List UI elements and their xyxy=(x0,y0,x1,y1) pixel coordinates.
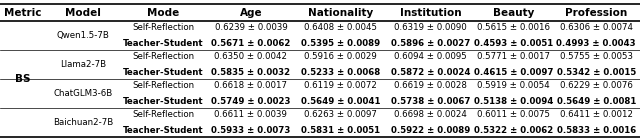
Text: 0.6229 ± 0.0076: 0.6229 ± 0.0076 xyxy=(560,81,633,90)
Text: Teacher-Student: Teacher-Student xyxy=(123,68,204,77)
Text: Llama2-7B: Llama2-7B xyxy=(60,60,106,69)
Text: 0.5749 ± 0.0023: 0.5749 ± 0.0023 xyxy=(211,97,291,106)
Text: 0.5322 ± 0.0062: 0.5322 ± 0.0062 xyxy=(474,126,553,135)
Text: 0.6619 ± 0.0028: 0.6619 ± 0.0028 xyxy=(394,81,467,90)
Text: 0.6408 ± 0.0045: 0.6408 ± 0.0045 xyxy=(304,24,377,32)
Text: 0.5916 ± 0.0029: 0.5916 ± 0.0029 xyxy=(305,52,377,61)
Text: Qwen1.5-7B: Qwen1.5-7B xyxy=(56,32,109,40)
Text: 0.5342 ± 0.0015: 0.5342 ± 0.0015 xyxy=(557,68,636,77)
Text: 0.5395 ± 0.0089: 0.5395 ± 0.0089 xyxy=(301,39,380,48)
Text: Self-Reflection: Self-Reflection xyxy=(132,81,195,90)
Text: ChatGLM3-6B: ChatGLM3-6B xyxy=(53,89,113,98)
Text: 0.5922 ± 0.0089: 0.5922 ± 0.0089 xyxy=(391,126,470,135)
Text: 0.5755 ± 0.0053: 0.5755 ± 0.0053 xyxy=(560,52,633,61)
Text: Baichuan2-7B: Baichuan2-7B xyxy=(52,118,113,127)
Text: 0.4993 ± 0.0043: 0.4993 ± 0.0043 xyxy=(556,39,636,48)
Text: 0.5896 ± 0.0027: 0.5896 ± 0.0027 xyxy=(391,39,470,48)
Text: 0.5933 ± 0.0073: 0.5933 ± 0.0073 xyxy=(211,126,291,135)
Text: 0.6011 ± 0.0075: 0.6011 ± 0.0075 xyxy=(477,110,550,119)
Text: 0.5833 ± 0.0016: 0.5833 ± 0.0016 xyxy=(557,126,636,135)
Text: 0.6411 ± 0.0012: 0.6411 ± 0.0012 xyxy=(560,110,633,119)
Text: Self-Reflection: Self-Reflection xyxy=(132,52,195,61)
Text: 0.6263 ± 0.0097: 0.6263 ± 0.0097 xyxy=(304,110,377,119)
Text: 0.5649 ± 0.0041: 0.5649 ± 0.0041 xyxy=(301,97,380,106)
Text: Age: Age xyxy=(239,8,262,18)
Text: Self-Reflection: Self-Reflection xyxy=(132,24,195,32)
Text: 0.5233 ± 0.0068: 0.5233 ± 0.0068 xyxy=(301,68,380,77)
Text: Beauty: Beauty xyxy=(493,8,534,18)
Text: 0.6350 ± 0.0042: 0.6350 ± 0.0042 xyxy=(214,52,287,61)
Text: 0.5738 ± 0.0067: 0.5738 ± 0.0067 xyxy=(391,97,470,106)
Text: 0.6611 ± 0.0039: 0.6611 ± 0.0039 xyxy=(214,110,287,119)
Text: 0.6306 ± 0.0074: 0.6306 ± 0.0074 xyxy=(560,24,633,32)
Text: 0.6094 ± 0.0095: 0.6094 ± 0.0095 xyxy=(394,52,467,61)
Text: 0.6319 ± 0.0090: 0.6319 ± 0.0090 xyxy=(394,24,467,32)
Text: 0.6618 ± 0.0017: 0.6618 ± 0.0017 xyxy=(214,81,287,90)
Text: Metric: Metric xyxy=(4,8,42,18)
Text: 0.5919 ± 0.0054: 0.5919 ± 0.0054 xyxy=(477,81,550,90)
Text: Nationality: Nationality xyxy=(308,8,373,18)
Text: Profession: Profession xyxy=(565,8,627,18)
Text: 0.4615 ± 0.0097: 0.4615 ± 0.0097 xyxy=(474,68,553,77)
Text: Self-Reflection: Self-Reflection xyxy=(132,110,195,119)
Text: Teacher-Student: Teacher-Student xyxy=(123,39,204,48)
Text: 0.6698 ± 0.0024: 0.6698 ± 0.0024 xyxy=(394,110,467,119)
Text: 0.6119 ± 0.0072: 0.6119 ± 0.0072 xyxy=(304,81,377,90)
Text: 0.4593 ± 0.0051: 0.4593 ± 0.0051 xyxy=(474,39,553,48)
Text: 0.5771 ± 0.0017: 0.5771 ± 0.0017 xyxy=(477,52,550,61)
Text: BS: BS xyxy=(15,74,31,84)
Text: 0.5615 ± 0.0016: 0.5615 ± 0.0016 xyxy=(477,24,550,32)
Text: 0.5835 ± 0.0032: 0.5835 ± 0.0032 xyxy=(211,68,291,77)
Text: 0.5831 ± 0.0051: 0.5831 ± 0.0051 xyxy=(301,126,380,135)
Text: 0.5649 ± 0.0081: 0.5649 ± 0.0081 xyxy=(557,97,636,106)
Text: 0.6239 ± 0.0039: 0.6239 ± 0.0039 xyxy=(214,24,287,32)
Text: Institution: Institution xyxy=(400,8,461,18)
Text: Teacher-Student: Teacher-Student xyxy=(123,126,204,135)
Text: 0.5138 ± 0.0094: 0.5138 ± 0.0094 xyxy=(474,97,553,106)
Text: 0.5671 ± 0.0062: 0.5671 ± 0.0062 xyxy=(211,39,291,48)
Text: Teacher-Student: Teacher-Student xyxy=(123,97,204,106)
Text: Model: Model xyxy=(65,8,101,18)
Text: 0.5872 ± 0.0024: 0.5872 ± 0.0024 xyxy=(391,68,470,77)
Text: Mode: Mode xyxy=(147,8,180,18)
